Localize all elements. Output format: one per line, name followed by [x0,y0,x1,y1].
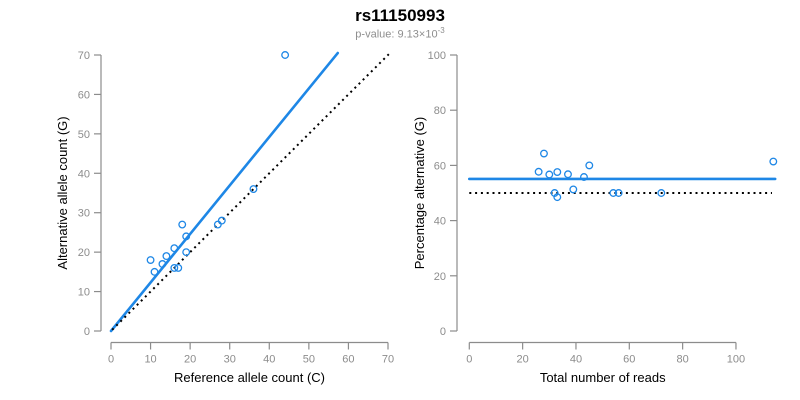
data-point [569,185,578,194]
x-tick-label: 100 [727,354,745,366]
y-tick-label: 20 [78,247,90,259]
x-tick-label: 40 [263,354,275,366]
data-point [178,220,187,229]
x-tick-label: 0 [108,354,114,366]
y-tick-label: 30 [78,208,90,220]
x-tick-label: 40 [570,354,582,366]
y-tick-label: 80 [434,105,446,117]
data-point [158,260,167,268]
y-tick-label: 60 [78,89,90,101]
y-tick-label: 0 [84,326,90,338]
y-tick-label: 70 [78,50,90,62]
left-scatter-panel: 0 10 20 30 40 50 60 70 0 10 20 30 40 50 60 70 [78,50,394,366]
y-tick-label: 10 [78,287,90,299]
data-point [540,149,548,158]
data-point [182,248,191,257]
data-point [182,232,191,241]
y-tick-label: 50 [78,129,90,141]
data-point [657,189,666,197]
data-point [174,263,183,272]
data-point [170,244,179,253]
data-point [545,170,554,179]
y-tick-label: 60 [434,160,446,172]
right-scatter-panel: 0 20 40 60 80 100 0 20 40 60 80 100 [428,50,778,366]
fit-line [109,51,340,333]
p-value-exponent: -3 [437,26,445,35]
left-yaxis-title: Alternative allele count (G) [55,116,70,269]
y-tick-label: 20 [434,271,446,283]
data-point [769,157,778,166]
data-point [585,161,594,170]
chart-title: rs11150993 [355,6,445,25]
right-xaxis-title: Total number of reads [540,370,666,385]
y-tick-label: 100 [428,50,446,62]
identity-line [111,53,390,331]
x-tick-label: 60 [623,354,635,366]
data-point [553,168,562,176]
x-tick-label: 10 [144,354,156,366]
data-point [281,51,290,59]
data-point [614,189,623,197]
data-point [553,193,562,202]
y-tick-label: 40 [78,168,90,180]
data-point [146,256,155,264]
x-tick-label: 30 [224,354,236,366]
x-tick-label: 60 [342,354,354,366]
p-value-text: p-value: 9.13×10 [355,28,438,41]
data-point [170,263,179,272]
x-tick-label: 0 [466,354,472,366]
x-tick-label: 20 [517,354,529,366]
y-tick-label: 0 [440,326,446,338]
y-tick-label: 40 [434,216,446,228]
data-point [249,185,258,194]
x-tick-label: 20 [184,354,196,366]
data-point [609,189,618,197]
right-yaxis-title: Percentage alternative (G) [412,117,427,269]
chart-subtitle: p-value: 9.13×10-3 [0,26,800,41]
x-tick-label: 50 [303,354,315,366]
data-point [580,173,588,181]
x-tick-label: 70 [382,354,394,366]
data-point [534,167,543,176]
data-point [564,170,572,179]
data-point [150,267,159,276]
data-point [162,252,171,261]
data-point [217,216,226,225]
data-point [213,220,222,229]
x-tick-label: 80 [677,354,689,366]
left-xaxis-title: Reference allele count (C) [174,370,325,385]
